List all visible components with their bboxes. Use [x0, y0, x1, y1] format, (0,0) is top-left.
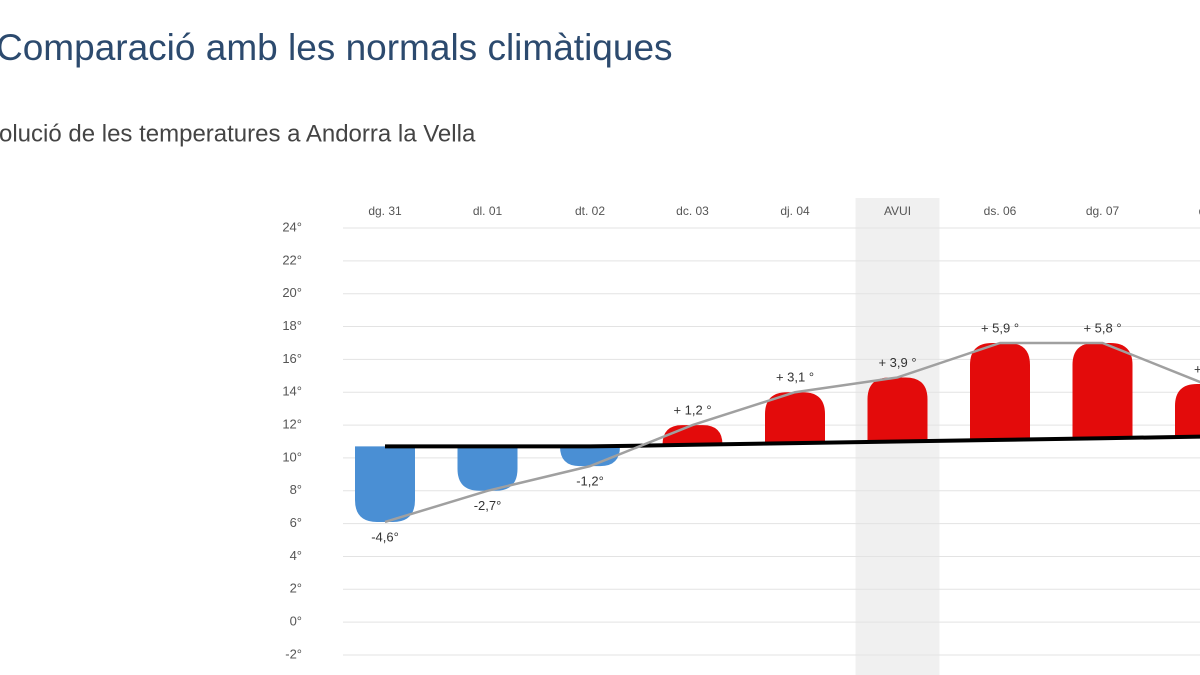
- bar: [1175, 384, 1200, 437]
- x-tick-label: dl.: [1199, 204, 1200, 218]
- bar: [457, 446, 518, 491]
- x-tick-label: dc. 03: [676, 204, 709, 218]
- value-label: + 5,9 °: [981, 320, 1019, 335]
- y-tick-label: 2°: [290, 581, 302, 596]
- value-label: + 3,9 °: [878, 355, 916, 370]
- value-label: + 1,2 °: [673, 403, 711, 418]
- normal-line: [385, 434, 1200, 449]
- x-tick-label: ds. 06: [984, 204, 1017, 218]
- bar: [970, 342, 1030, 440]
- y-tick-label: -2°: [285, 646, 302, 661]
- temperature-line: [384, 341, 1200, 524]
- y-tick-label: 16°: [282, 351, 302, 366]
- chart-subtitle: olució de les temperatures a Andorra la …: [0, 120, 476, 147]
- y-tick-label: 8°: [290, 482, 302, 497]
- y-tick-label: 20°: [282, 285, 302, 300]
- chart-title: Comparació amb les normals climàtiques: [0, 27, 673, 68]
- y-tick-label: 0°: [290, 614, 302, 629]
- x-tick-label: dl. 01: [473, 204, 503, 218]
- value-label: -4,6°: [371, 529, 399, 544]
- y-tick-label: 6°: [290, 515, 302, 530]
- bar: [1072, 342, 1133, 439]
- y-tick-label: 10°: [282, 449, 302, 464]
- y-tick-label: 12°: [282, 417, 302, 432]
- bar: [355, 446, 415, 522]
- value-label: -1,2°: [576, 474, 604, 489]
- y-tick-label: 22°: [282, 252, 302, 267]
- y-tick-label: 14°: [282, 384, 302, 399]
- bar: [662, 425, 723, 445]
- value-label: + 3,1 °: [776, 370, 814, 385]
- value-label: + 3,: [1194, 361, 1200, 376]
- x-tick-label: dg. 31: [368, 204, 402, 218]
- value-label: + 5,8 °: [1083, 320, 1121, 335]
- y-tick-label: 18°: [282, 318, 302, 333]
- x-tick-label: dj. 04: [780, 204, 810, 218]
- y-tick-label: 24°: [282, 219, 302, 234]
- x-tick-label: dt. 02: [575, 204, 605, 218]
- bar: [867, 377, 928, 442]
- value-label: -2,7°: [474, 498, 502, 513]
- bar: [560, 446, 620, 467]
- y-tick-label: 4°: [290, 548, 302, 563]
- x-tick-label: dg. 07: [1086, 204, 1120, 218]
- bar: [765, 392, 825, 444]
- x-tick-label: AVUI: [884, 204, 911, 218]
